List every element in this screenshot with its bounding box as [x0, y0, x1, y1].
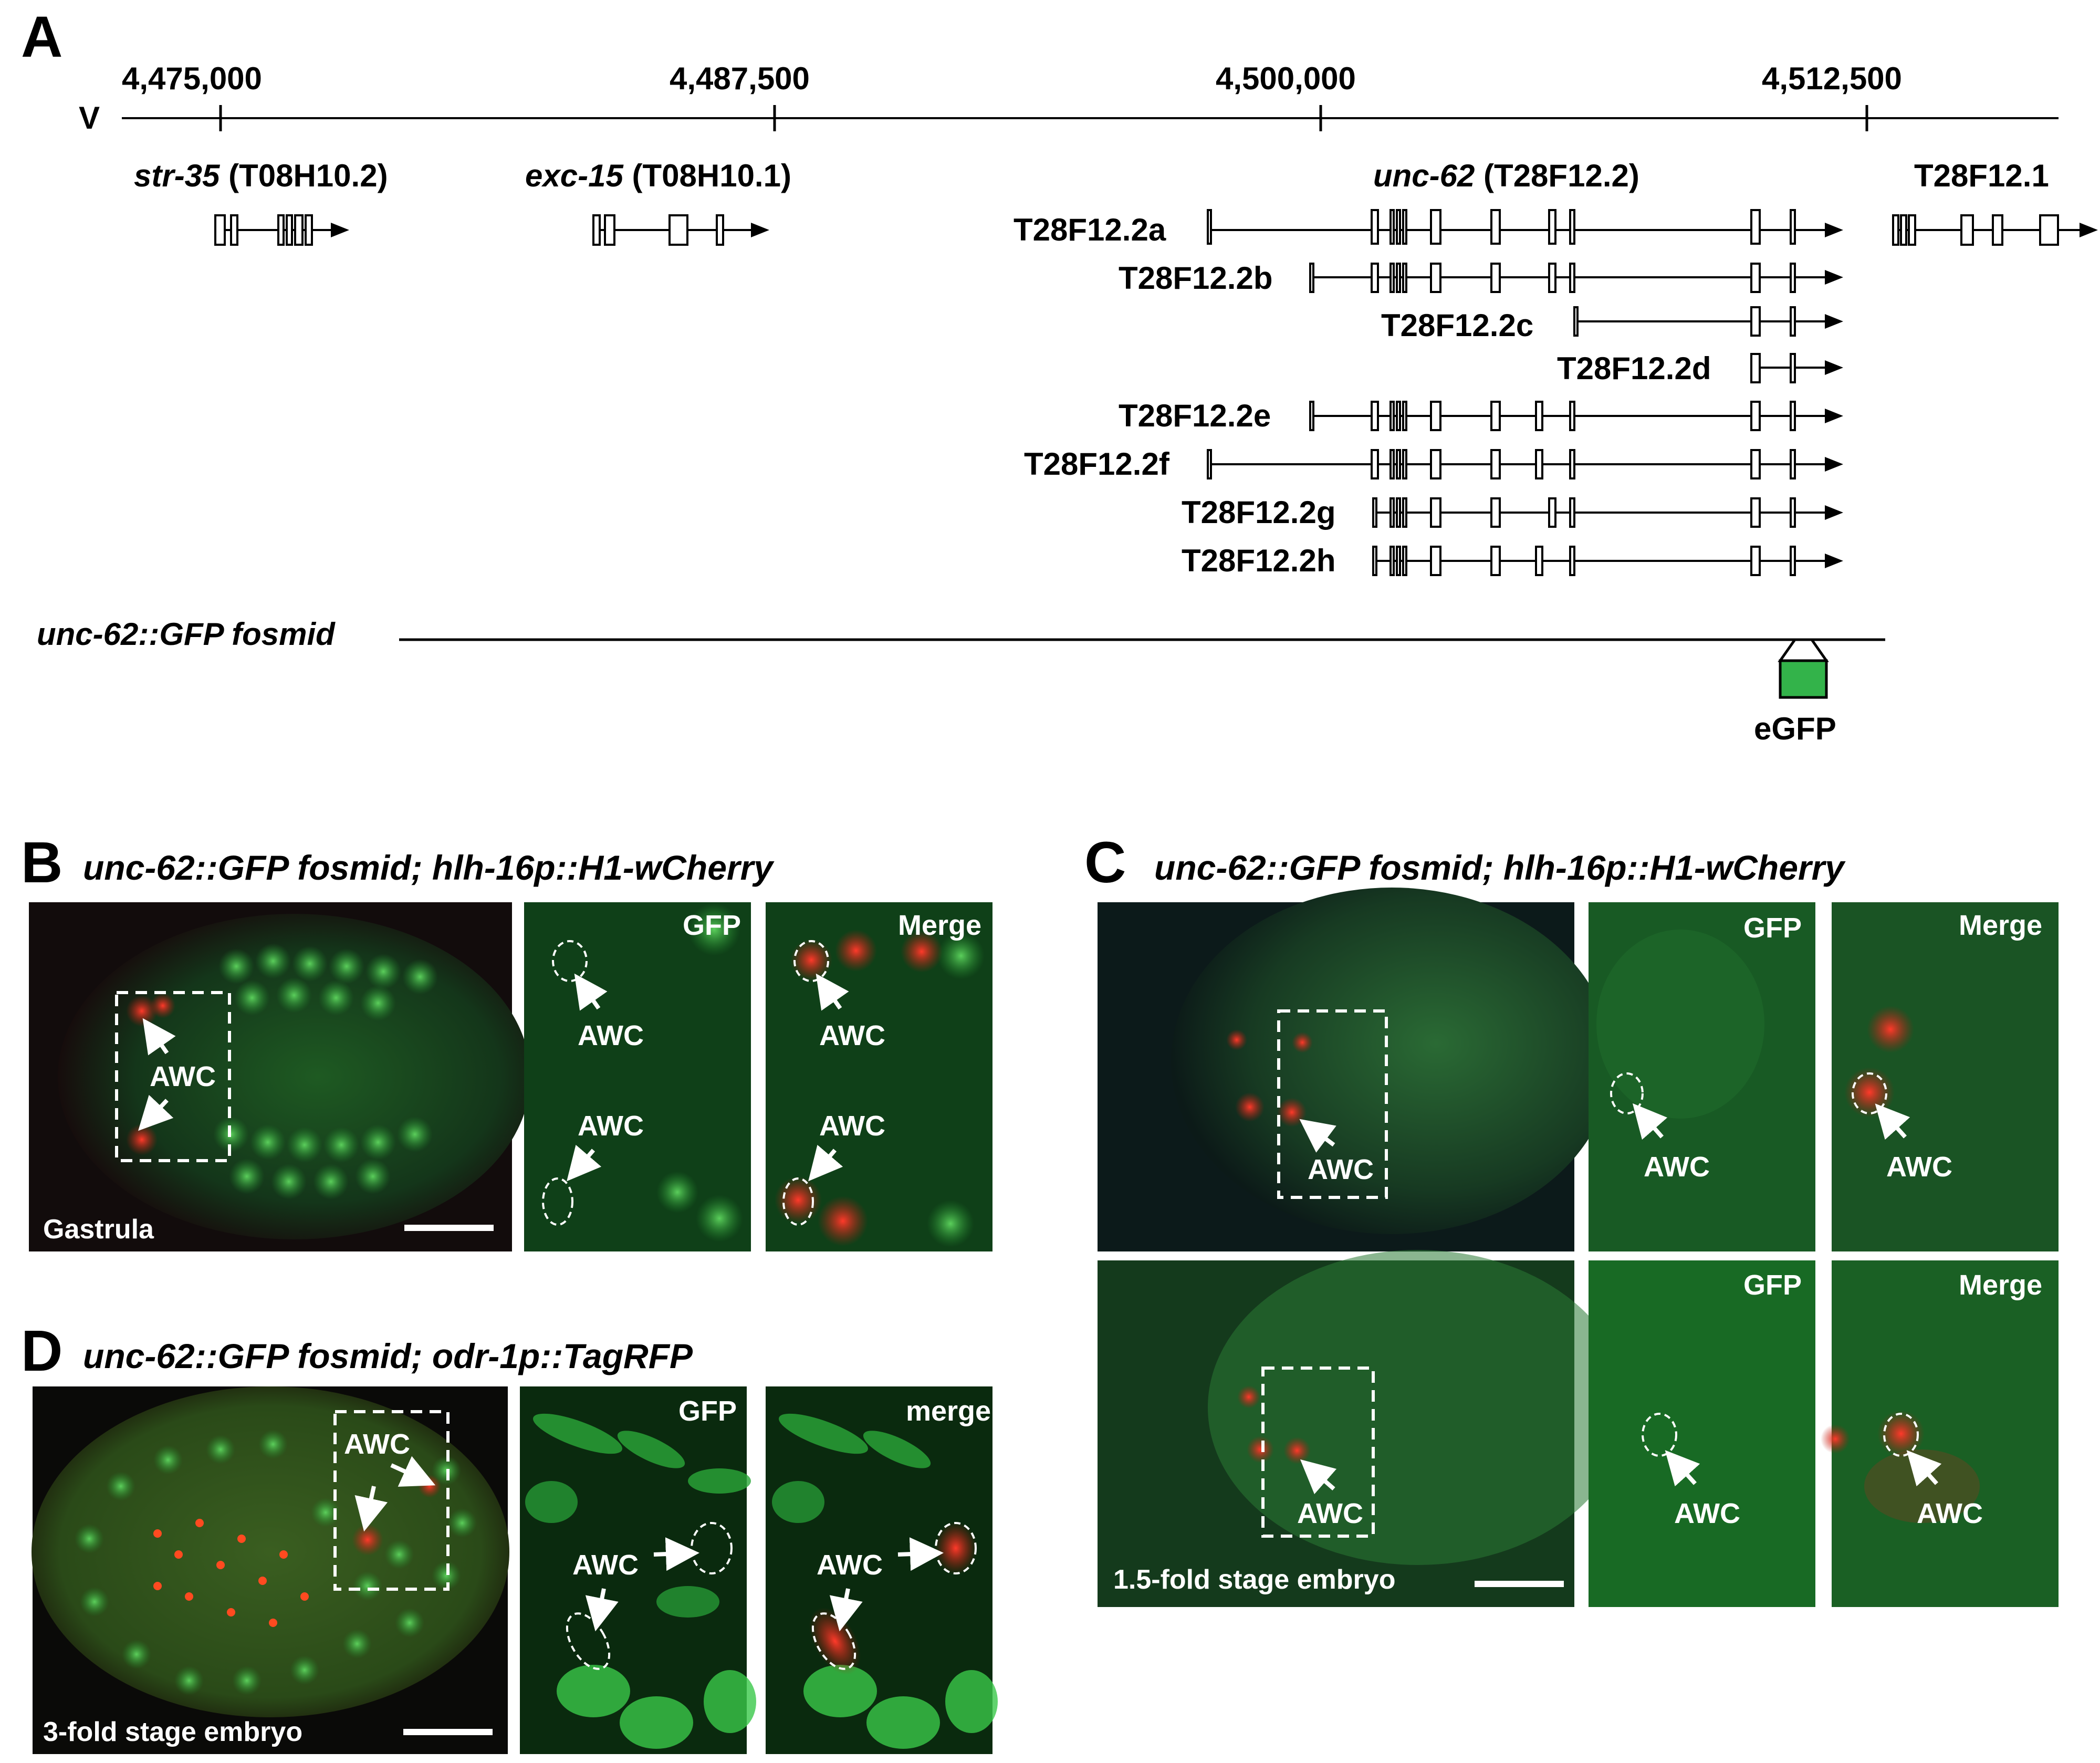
awc-label: AWC: [1917, 1498, 1983, 1529]
panel-b-main-image: AWC Gastrula: [29, 902, 530, 1251]
panel-c-bottom-gfp-inset: GFP AWC: [1589, 1260, 1815, 1607]
axis-ticks: 4,475,000 4,487,500 4,500,000 4,512,500: [122, 61, 1902, 131]
merge-label: Merge: [1959, 1269, 2042, 1301]
inset-box: [115, 991, 231, 1162]
panel-c-top-gfp-inset: GFP AWC: [1589, 902, 1815, 1251]
panel-c-stage-label: 1.5-fold stage embryo: [1113, 1564, 1395, 1595]
panel-letter-b: B: [21, 830, 62, 895]
scale-bar: [1475, 1581, 1564, 1587]
isoform-models: [1207, 209, 1843, 576]
isoform-c-model: [1573, 306, 1843, 337]
panel-c-bottom-merge-inset: Merge AWC: [1821, 1260, 2059, 1607]
awc-label: AWC: [1308, 1154, 1374, 1185]
gene-model-t28f12-1: [1892, 214, 2098, 246]
awc-label: AWC: [1886, 1151, 1952, 1183]
isoform-g-label: T28F12.2g: [1182, 495, 1335, 530]
panel-d-title: unc-62::GFP fosmid; odr-1p::TagRFP: [83, 1337, 693, 1375]
gfp-label: GFP: [678, 1395, 737, 1427]
egfp-box: [1779, 659, 1828, 699]
isoform-d-label: T28F12.2d: [1557, 351, 1711, 386]
merge-label: Merge: [898, 910, 981, 941]
isoform-b-model: [1309, 263, 1843, 293]
panel-letter-c: C: [1084, 830, 1126, 895]
awc-label: AWC: [819, 1110, 885, 1142]
panel-c-title: unc-62::GFP fosmid; hlh-16p::H1-wCherry: [1154, 848, 1846, 887]
panel-b-title: unc-62::GFP fosmid; hlh-16p::H1-wCherry: [83, 848, 775, 887]
gfp-label: GFP: [683, 910, 741, 941]
panel-c-top-main-image: AWC: [1098, 888, 1612, 1251]
tick-label-2: 4,487,500: [670, 61, 810, 96]
green-nuclei: [213, 943, 438, 1199]
isoform-f-label: T28F12.2f: [1024, 446, 1170, 482]
isoform-labels: T28F12.2a T28F12.2b T28F12.2c T28F12.2d …: [1014, 212, 1711, 578]
isoform-e-model: [1309, 401, 1843, 431]
awc-label: AWC: [817, 1549, 883, 1581]
red-puncta: [153, 1519, 309, 1627]
isoform-h-model: [1372, 546, 1843, 576]
inset-box: [1261, 1366, 1375, 1538]
isoform-b-label: T28F12.2b: [1119, 260, 1272, 296]
isoform-h-label: T28F12.2h: [1182, 543, 1335, 578]
chromosome-label: V: [79, 100, 100, 135]
awc-label: AWC: [819, 1020, 885, 1051]
gene-model-str35: [214, 214, 349, 246]
awc-label: AWC: [1297, 1498, 1363, 1529]
inset-box: [333, 1410, 450, 1591]
panel-b: B unc-62::GFP fosmid; hlh-16p::H1-wCherr…: [21, 830, 992, 1251]
green-nuclei: [75, 1430, 477, 1695]
egfp-insertion-marker: [1778, 638, 1829, 662]
egfp-label: eGFP: [1754, 711, 1836, 746]
panel-b-gfp-inset: GFP AWC AWC: [524, 902, 751, 1251]
panel-c-top-merge-inset: Merge AWC: [1832, 902, 2059, 1251]
panel-a: A V 4,475,000 4,487,500 4,500,000 4,512,…: [21, 5, 2098, 746]
panel-b-stage-label: Gastrula: [43, 1214, 154, 1245]
tick-label-1: 4,475,000: [122, 61, 262, 96]
isoform-f-model: [1207, 449, 1843, 479]
tick-label-3: 4,500,000: [1216, 61, 1356, 96]
panel-d: D unc-62::GFP fosmid; odr-1p::TagRFP AWC…: [21, 1319, 998, 1754]
panel-d-stage-label: 3-fold stage embryo: [43, 1717, 302, 1747]
merge-label: Merge: [1959, 910, 2042, 941]
gene-label-t28f12-1: T28F12.1: [1914, 158, 2049, 193]
panel-d-merge-inset: merge AWC: [766, 1386, 998, 1754]
merge-label: merge: [906, 1395, 991, 1427]
panel-letter-a: A: [21, 5, 62, 69]
isoform-a-model: [1207, 209, 1843, 245]
panel-b-awc-label: AWC: [150, 1061, 216, 1092]
panel-c: C unc-62::GFP fosmid; hlh-16p::H1-wCherr…: [1084, 830, 2059, 1607]
gfp-label: GFP: [1743, 912, 1802, 944]
isoform-g-model: [1372, 497, 1843, 528]
fosmid-label: unc-62::GFP fosmid: [37, 617, 336, 652]
gene-model-exc15: [592, 214, 769, 246]
panel-d-gfp-inset: GFP AWC: [520, 1386, 756, 1754]
awc-label: AWC: [572, 1549, 639, 1581]
panel-b-merge-inset: Merge AWC AWC: [766, 902, 992, 1251]
scale-bar: [403, 1729, 493, 1735]
isoform-a-label: T28F12.2a: [1014, 212, 1166, 247]
awc-label: AWC: [578, 1020, 644, 1051]
isoform-e-label: T28F12.2e: [1119, 398, 1271, 433]
gene-label-str35: str-35 (T08H10.2): [134, 158, 388, 193]
isoform-c-label: T28F12.2c: [1381, 308, 1533, 343]
awc-label: AWC: [1644, 1151, 1710, 1183]
isoform-d-model: [1750, 353, 1843, 383]
inset-box: [1277, 1009, 1388, 1199]
awc-label: AWC: [578, 1110, 644, 1142]
panel-letter-d: D: [21, 1319, 62, 1383]
panel-c-bottom-main-image: AWC 1.5-fold stage embryo: [1098, 1250, 1628, 1607]
gene-label-exc15: exc-15 (T08H10.1): [525, 158, 791, 193]
gene-label-unc62: unc-62 (T28F12.2): [1373, 158, 1639, 193]
awc-label: AWC: [344, 1428, 410, 1460]
scale-bar: [404, 1225, 494, 1231]
gfp-label: GFP: [1743, 1269, 1802, 1301]
tick-label-4: 4,512,500: [1762, 61, 1902, 96]
awc-label: AWC: [1674, 1498, 1740, 1529]
panel-d-main-image: AWC 3-fold stage embryo: [32, 1386, 509, 1754]
